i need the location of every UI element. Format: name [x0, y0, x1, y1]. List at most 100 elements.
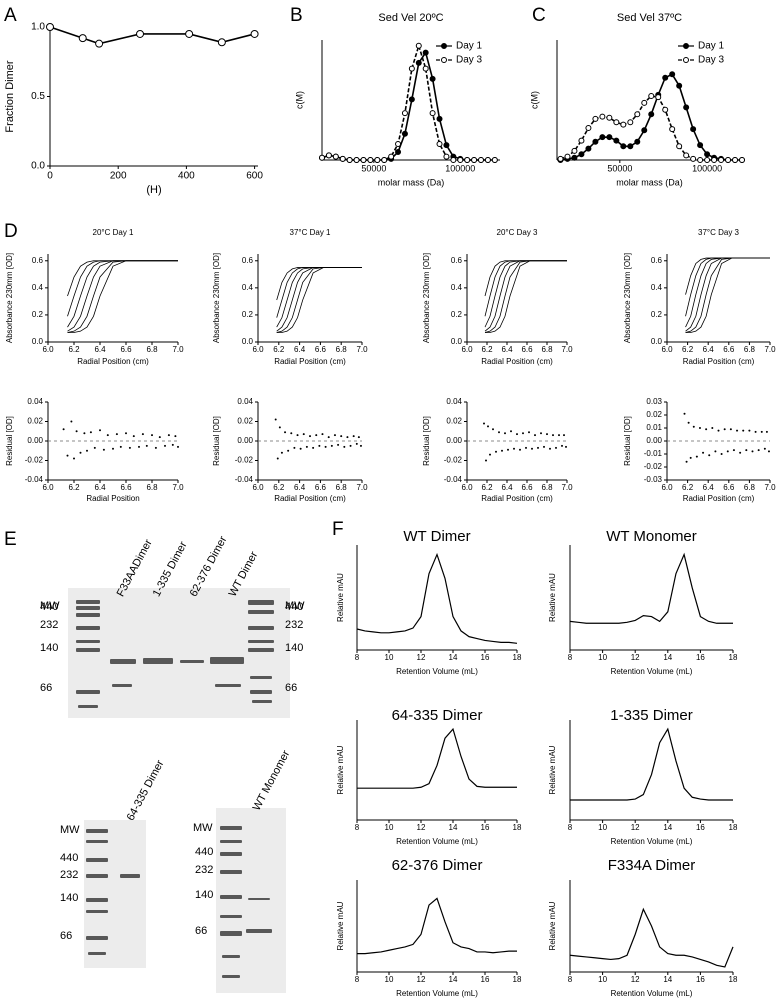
point — [75, 430, 78, 433]
line — [357, 897, 517, 955]
x-axis-label: Retention Volume (mL) — [611, 667, 693, 676]
marker — [690, 126, 697, 133]
marker — [690, 155, 697, 162]
point — [171, 443, 174, 446]
marker — [408, 96, 415, 103]
y-axis-label: Fraction Dimer — [4, 60, 16, 132]
x-tick-label: 18 — [513, 975, 522, 984]
y-tick-label: 0.00 — [646, 436, 662, 445]
marker-size: 232 — [40, 619, 58, 631]
x-tick-label: 6.6 — [521, 483, 533, 492]
marker-size: 440 — [285, 601, 303, 613]
marker — [564, 153, 571, 160]
line — [276, 267, 362, 328]
marker — [732, 157, 739, 163]
marker — [662, 74, 669, 81]
gel-band — [76, 600, 100, 604]
line — [484, 260, 567, 297]
x-tick-label: 14 — [449, 653, 458, 662]
marker — [395, 149, 402, 155]
y-tick-label: 0.0 — [242, 337, 254, 346]
marker — [655, 94, 662, 101]
y-tick-label: 0.02 — [237, 417, 253, 426]
point — [287, 449, 290, 452]
gel-image — [216, 808, 286, 993]
point — [519, 448, 521, 451]
x-tick-label: 18 — [513, 823, 522, 832]
y-tick-label: -0.04 — [235, 475, 254, 484]
y-tick-label: 0.6 — [32, 256, 44, 265]
x-axis-label: Radial Position (cm) — [77, 357, 149, 366]
point — [66, 454, 69, 457]
point — [705, 428, 708, 431]
point — [330, 444, 333, 447]
marker — [325, 152, 332, 159]
y-tick-label: 0.00 — [237, 436, 253, 445]
x-axis-label: Radial Position (cm) — [481, 494, 553, 503]
y-tick-label: 0.2 — [242, 310, 254, 319]
x-tick-label: 8 — [355, 823, 360, 832]
y-axis-label: Relative mAU — [336, 901, 345, 950]
marker — [415, 59, 422, 66]
x-tick-label: 7.0 — [356, 483, 368, 492]
marker — [401, 130, 408, 137]
marker-size: 66 — [60, 930, 72, 942]
marker — [627, 119, 634, 126]
line — [67, 260, 178, 317]
point — [119, 445, 122, 448]
chart-title: 37°C Day 1 — [290, 228, 332, 237]
gel-band — [86, 936, 108, 940]
gel-band — [76, 613, 100, 617]
point — [507, 448, 509, 451]
line — [67, 260, 178, 333]
y-axis-label: c(M) — [294, 91, 304, 109]
point — [62, 428, 65, 431]
gel-band — [220, 840, 242, 843]
y-tick-label: 0.4 — [451, 283, 463, 292]
marker — [613, 119, 620, 126]
x-axis-label: (H) — [146, 184, 161, 196]
x-tick-label: 6.8 — [336, 483, 348, 492]
marker — [415, 42, 422, 49]
point — [299, 447, 302, 450]
point — [106, 434, 109, 437]
marker — [443, 142, 450, 149]
marker — [346, 157, 353, 163]
line — [685, 257, 770, 328]
x-tick-label: 14 — [663, 823, 672, 832]
point — [543, 445, 545, 448]
marker — [408, 65, 415, 72]
legend-marker — [683, 57, 689, 63]
x-axis-label: Retention Volume (mL) — [611, 989, 693, 998]
x-tick-label: 7.0 — [561, 345, 573, 354]
y-tick-label: 0.6 — [651, 256, 663, 265]
point — [73, 457, 75, 460]
point — [278, 426, 281, 429]
point — [689, 456, 692, 459]
gel-band — [86, 858, 108, 862]
point — [132, 435, 135, 438]
x-tick-label: 8 — [568, 823, 573, 832]
point — [723, 428, 726, 431]
legend-label: Day 1 — [698, 41, 725, 52]
marker — [401, 110, 408, 117]
legend-label: Day 1 — [456, 41, 483, 52]
point — [315, 434, 318, 437]
point — [327, 436, 330, 439]
point — [763, 447, 766, 450]
x-tick-label: 6.2 — [68, 483, 80, 492]
point — [516, 433, 518, 436]
line — [685, 257, 770, 332]
x-axis-label: Retention Volume (mL) — [396, 667, 478, 676]
y-tick-label: -0.01 — [644, 449, 663, 458]
x-tick-label: 6.8 — [146, 483, 158, 492]
x-tick-label: 14 — [663, 975, 672, 984]
x-tick-label: 6.2 — [682, 345, 694, 354]
marker — [353, 157, 360, 163]
legend-label: Day 3 — [456, 55, 483, 66]
y-tick-label: 0.04 — [237, 397, 253, 406]
point — [83, 432, 86, 435]
x-tick-label: 10 — [385, 823, 394, 832]
legend-marker — [441, 57, 447, 63]
chart-title: Sed Vel 20ºC — [378, 12, 443, 24]
